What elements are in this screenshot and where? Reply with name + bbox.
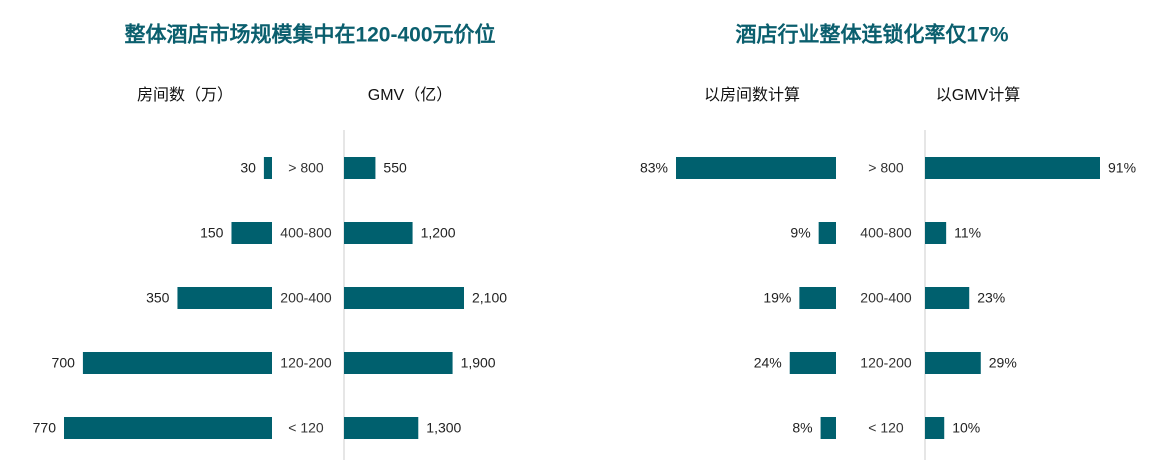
value-label: 550 — [383, 160, 407, 176]
value-label: 150 — [200, 225, 224, 241]
category-label: 200-400 — [860, 290, 912, 306]
chart-title: 整体酒店市场规模集中在120-400元价位 — [124, 23, 495, 47]
value-label: 23% — [977, 290, 1005, 306]
category-label: > 800 — [868, 160, 904, 176]
value-label: 1,900 — [461, 355, 496, 371]
bar — [925, 157, 1100, 179]
value-label: 1,200 — [421, 225, 456, 241]
bar — [344, 157, 376, 179]
bar — [925, 287, 970, 309]
category-label: < 120 — [288, 420, 324, 436]
category-label: > 800 — [288, 160, 324, 176]
bar — [344, 222, 413, 244]
bar — [177, 287, 272, 309]
value-label: 1,300 — [426, 420, 461, 436]
bar — [64, 417, 272, 439]
value-label: 24% — [754, 355, 782, 371]
series-name: GMV（亿） — [368, 86, 452, 104]
bar — [789, 352, 836, 374]
bar — [925, 352, 981, 374]
bar — [799, 287, 836, 309]
chart-title: 酒店行业整体连锁化率仅17% — [735, 23, 1008, 47]
bar — [344, 417, 419, 439]
value-label: 350 — [146, 290, 170, 306]
bar — [231, 222, 272, 244]
series-name: 以GMV计算 — [936, 85, 1020, 104]
category-label: 120-200 — [280, 355, 332, 371]
bar — [263, 157, 272, 179]
value-label: 8% — [792, 420, 812, 436]
category-label: 400-800 — [860, 225, 912, 241]
value-label: 9% — [790, 225, 810, 241]
series-name: 以房间数计算 — [704, 85, 800, 104]
value-label: 11% — [954, 225, 981, 241]
category-label: 400-800 — [280, 225, 332, 241]
value-label: 2,100 — [472, 290, 507, 306]
value-label: 30 — [240, 160, 256, 176]
category-label: < 120 — [868, 420, 904, 436]
bar — [344, 352, 453, 374]
category-label: 200-400 — [280, 290, 332, 306]
bar — [925, 417, 945, 439]
value-label: 83% — [640, 160, 668, 176]
value-label: 91% — [1108, 160, 1136, 176]
category-label: 120-200 — [860, 355, 912, 371]
value-label: 10% — [952, 420, 980, 436]
value-label: 700 — [52, 355, 76, 371]
bar — [820, 417, 836, 439]
value-label: 19% — [763, 290, 791, 306]
bar — [818, 222, 836, 244]
value-label: 770 — [33, 420, 57, 436]
bar — [925, 222, 947, 244]
bar — [344, 287, 464, 309]
value-label: 29% — [989, 355, 1017, 371]
bar — [676, 157, 836, 179]
series-name: 房间数（万） — [137, 86, 233, 104]
bar — [82, 352, 272, 374]
